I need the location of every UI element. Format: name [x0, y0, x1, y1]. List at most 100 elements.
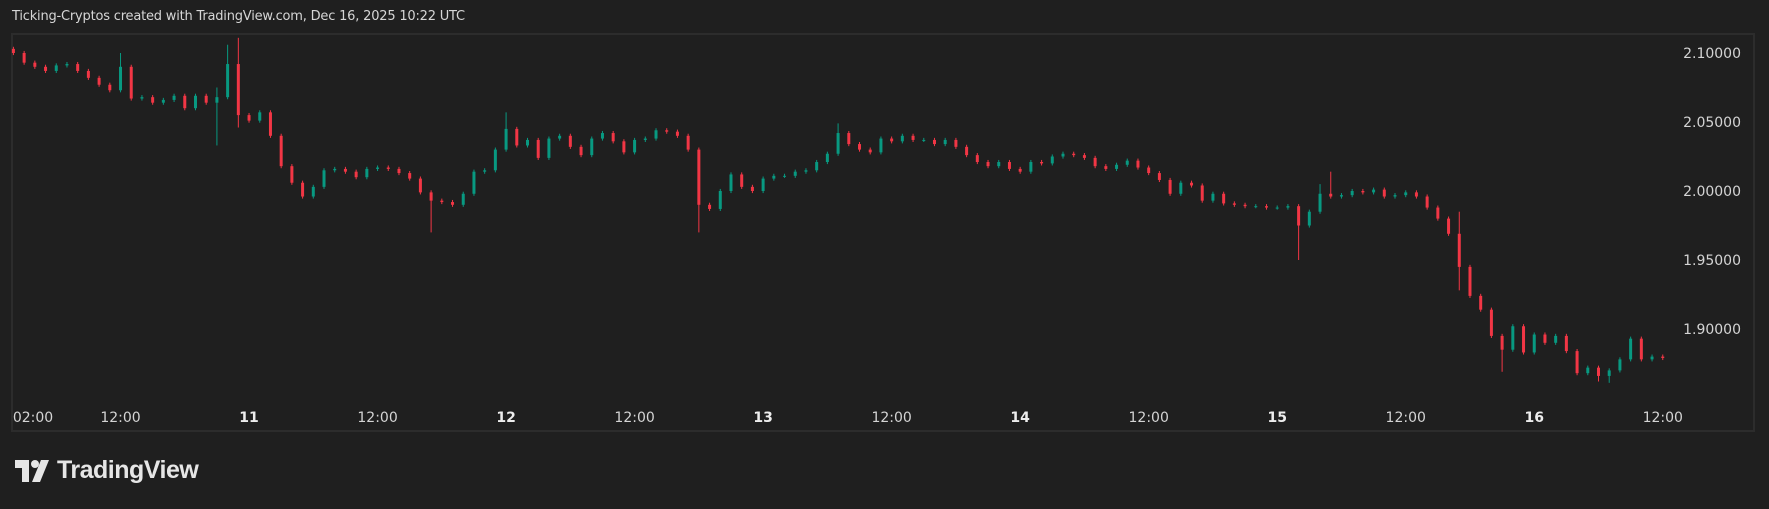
candle-body [215, 97, 219, 103]
price-axis[interactable]: 2.10000 2.05000 2.00000 1.95000 1.90000 [1683, 46, 1741, 338]
candle-body [76, 64, 80, 71]
candle-body [151, 97, 155, 103]
candle-body [600, 133, 604, 139]
candles-group [11, 37, 1665, 383]
candle-body [868, 149, 872, 153]
date-tick-label: 11 [239, 410, 258, 426]
candle-body [622, 141, 626, 153]
candle-body [793, 171, 797, 176]
candle-body [1372, 189, 1376, 193]
candle-body [815, 162, 819, 171]
candle-body [890, 138, 894, 142]
candle-body [729, 174, 733, 191]
candle-body [975, 155, 979, 163]
candle-body [965, 146, 969, 156]
candle-body [911, 135, 915, 140]
candle-body [44, 66, 48, 71]
candle-body [686, 135, 690, 150]
candle-body [504, 128, 508, 150]
candle-body [1093, 157, 1097, 167]
candle-body [708, 204, 712, 209]
candle-body [750, 186, 754, 191]
candle-body [804, 170, 808, 172]
candle-body [54, 65, 58, 71]
time-tick-label: 12:00 [614, 410, 654, 426]
candle-body [1404, 192, 1408, 196]
candle-body [1597, 367, 1600, 376]
price-tick-label: 2.10000 [1683, 46, 1741, 62]
candle-body [665, 130, 669, 132]
candle-body [847, 133, 851, 145]
candle-body [1564, 335, 1568, 352]
candle-body [579, 146, 583, 156]
candle-body [376, 167, 380, 169]
candle-body [1489, 309, 1493, 336]
candle-body [354, 171, 358, 178]
candle-body [1136, 160, 1140, 168]
candle-body [119, 66, 123, 91]
candle-body [472, 171, 476, 194]
tradingview-logo[interactable]: TradingView [15, 456, 199, 485]
candle-body [825, 153, 829, 163]
chart-frame [11, 33, 1755, 432]
time-tick-label: 12:00 [1643, 410, 1683, 426]
candle-body [86, 70, 90, 78]
candle-body [858, 144, 862, 150]
candle-body [1286, 206, 1290, 208]
candle-body [1661, 356, 1665, 358]
candle-body [900, 135, 904, 142]
candle-body [418, 178, 422, 193]
candle-body [226, 64, 230, 98]
candle-body [33, 62, 37, 67]
candle-body [451, 202, 455, 205]
candle-body [772, 175, 776, 179]
candle-body [1232, 203, 1236, 205]
price-tick-label: 1.90000 [1683, 322, 1741, 338]
candle-body [440, 200, 444, 203]
candle-body [247, 115, 251, 121]
candle-body [932, 139, 936, 145]
candle-body [236, 64, 240, 116]
candle-body [590, 138, 594, 156]
candle-body [108, 84, 112, 91]
candle-body [611, 133, 615, 142]
candle-body [997, 162, 1001, 167]
candle-body [675, 131, 679, 136]
candle-body [515, 128, 519, 146]
candle-body [1393, 195, 1397, 197]
price-tick-label: 2.00000 [1683, 184, 1741, 200]
candle-body [1200, 185, 1204, 201]
candle-body [1468, 266, 1472, 296]
candle-body [1607, 370, 1611, 376]
candle-body [1018, 168, 1022, 172]
price-tick-label: 1.95000 [1683, 253, 1741, 269]
candle-body [1382, 189, 1386, 197]
candle-body [718, 191, 722, 209]
candle-body [1275, 207, 1279, 209]
candle-body [1414, 192, 1418, 197]
candle-body [311, 186, 315, 197]
tradingview-logo-icon [15, 459, 49, 482]
candle-body [1511, 326, 1515, 350]
candle-body [397, 168, 401, 174]
candle-body [922, 139, 926, 141]
candle-body [879, 138, 883, 153]
candle-body [140, 97, 144, 99]
candle-body [343, 168, 347, 172]
time-axis[interactable]: 02:00 12:00 11 12:00 12 12:00 13 12:00 14 12:00 15… [13, 410, 1683, 426]
candle-body [1007, 162, 1011, 169]
price-tick-label: 2.05000 [1683, 115, 1741, 131]
candle-body [429, 192, 433, 201]
date-tick-label: 16 [1524, 410, 1543, 426]
candle-body [761, 178, 765, 191]
candle-body [1500, 335, 1504, 350]
time-tick-label: 02:00 [13, 410, 53, 426]
candle-body [1650, 356, 1654, 360]
candle-body [1082, 155, 1086, 158]
chart-header-title: Ticking-Cryptos created with TradingView… [12, 9, 465, 24]
candle-body [1061, 153, 1065, 157]
candle-body [536, 139, 540, 158]
candle-body [461, 193, 465, 205]
date-tick-label: 12 [496, 410, 515, 426]
